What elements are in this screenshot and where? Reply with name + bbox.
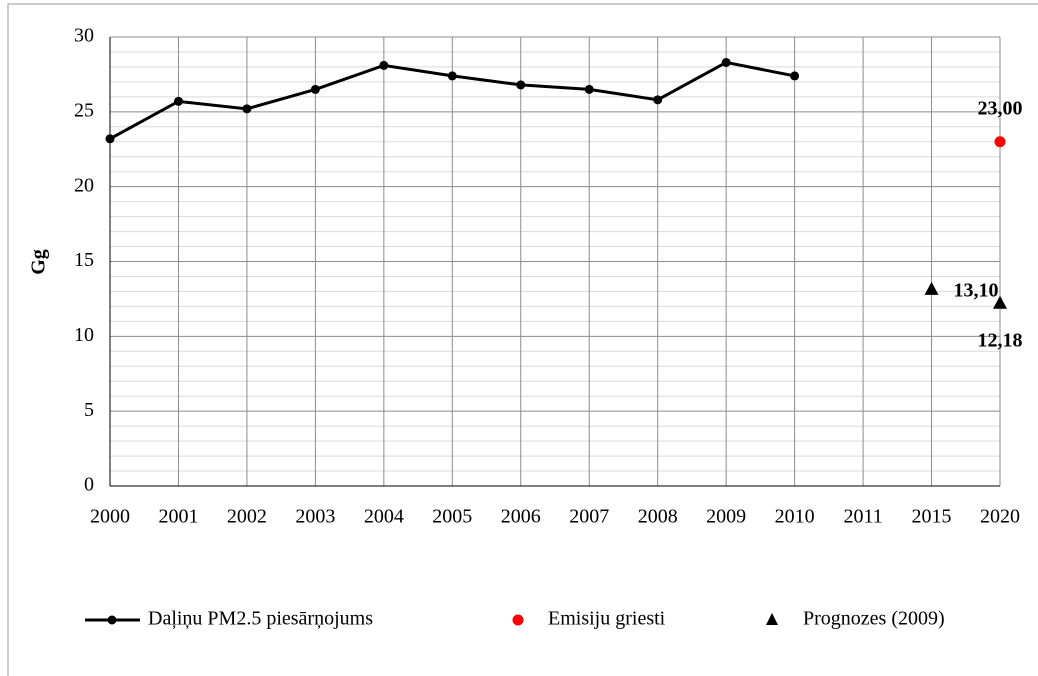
x-tick-label: 2001 <box>158 506 198 528</box>
point <box>379 60 389 70</box>
point <box>105 134 115 144</box>
y-tick-label: 25 <box>74 99 94 121</box>
y-tick-label: 30 <box>74 25 94 47</box>
legend-label: Emisiju griesti <box>548 608 666 630</box>
x-tick-label: 2010 <box>775 506 815 528</box>
x-tick-label: 2002 <box>227 506 267 528</box>
point <box>516 80 526 90</box>
y-tick-label: 0 <box>84 474 94 496</box>
legend-label: Daļiņu PM2.5 piesārņojums <box>148 608 373 630</box>
x-tick-label: 2008 <box>638 506 678 528</box>
y-tick-label: 20 <box>74 174 94 196</box>
x-tick-label: 2003 <box>295 506 335 528</box>
point <box>447 71 457 81</box>
point <box>994 136 1006 148</box>
y-axis-label: Gg <box>28 249 50 275</box>
legend-marker <box>107 615 117 625</box>
x-tick-label: 2020 <box>980 506 1020 528</box>
point <box>310 84 320 94</box>
x-tick-label: 2005 <box>432 506 472 528</box>
data-label: 13,10 <box>954 280 999 302</box>
chart-frame <box>7 3 1038 676</box>
point <box>173 96 183 106</box>
x-tick-label: 2015 <box>912 506 952 528</box>
y-tick-label: 10 <box>74 324 94 346</box>
data-label: 23,00 <box>978 97 1023 119</box>
point <box>790 71 800 81</box>
triangle-marker <box>993 295 1007 309</box>
point <box>584 84 594 94</box>
data-label: 12,18 <box>978 329 1023 351</box>
legend-marker <box>512 614 524 626</box>
triangle-marker <box>924 281 939 295</box>
x-tick-label: 2000 <box>90 506 130 528</box>
x-tick-label: 2011 <box>843 506 882 528</box>
point <box>242 104 252 114</box>
point <box>653 95 663 105</box>
y-tick-label: 5 <box>84 399 94 421</box>
legend-label: Prognozes (2009) <box>803 608 945 630</box>
y-tick-label: 15 <box>74 249 94 271</box>
legend-marker <box>766 613 778 625</box>
x-tick-label: 2009 <box>706 506 746 528</box>
x-tick-label: 2007 <box>569 506 609 528</box>
x-tick-label: 2006 <box>501 506 541 528</box>
point <box>721 57 731 67</box>
x-tick-label: 2004 <box>364 506 404 528</box>
